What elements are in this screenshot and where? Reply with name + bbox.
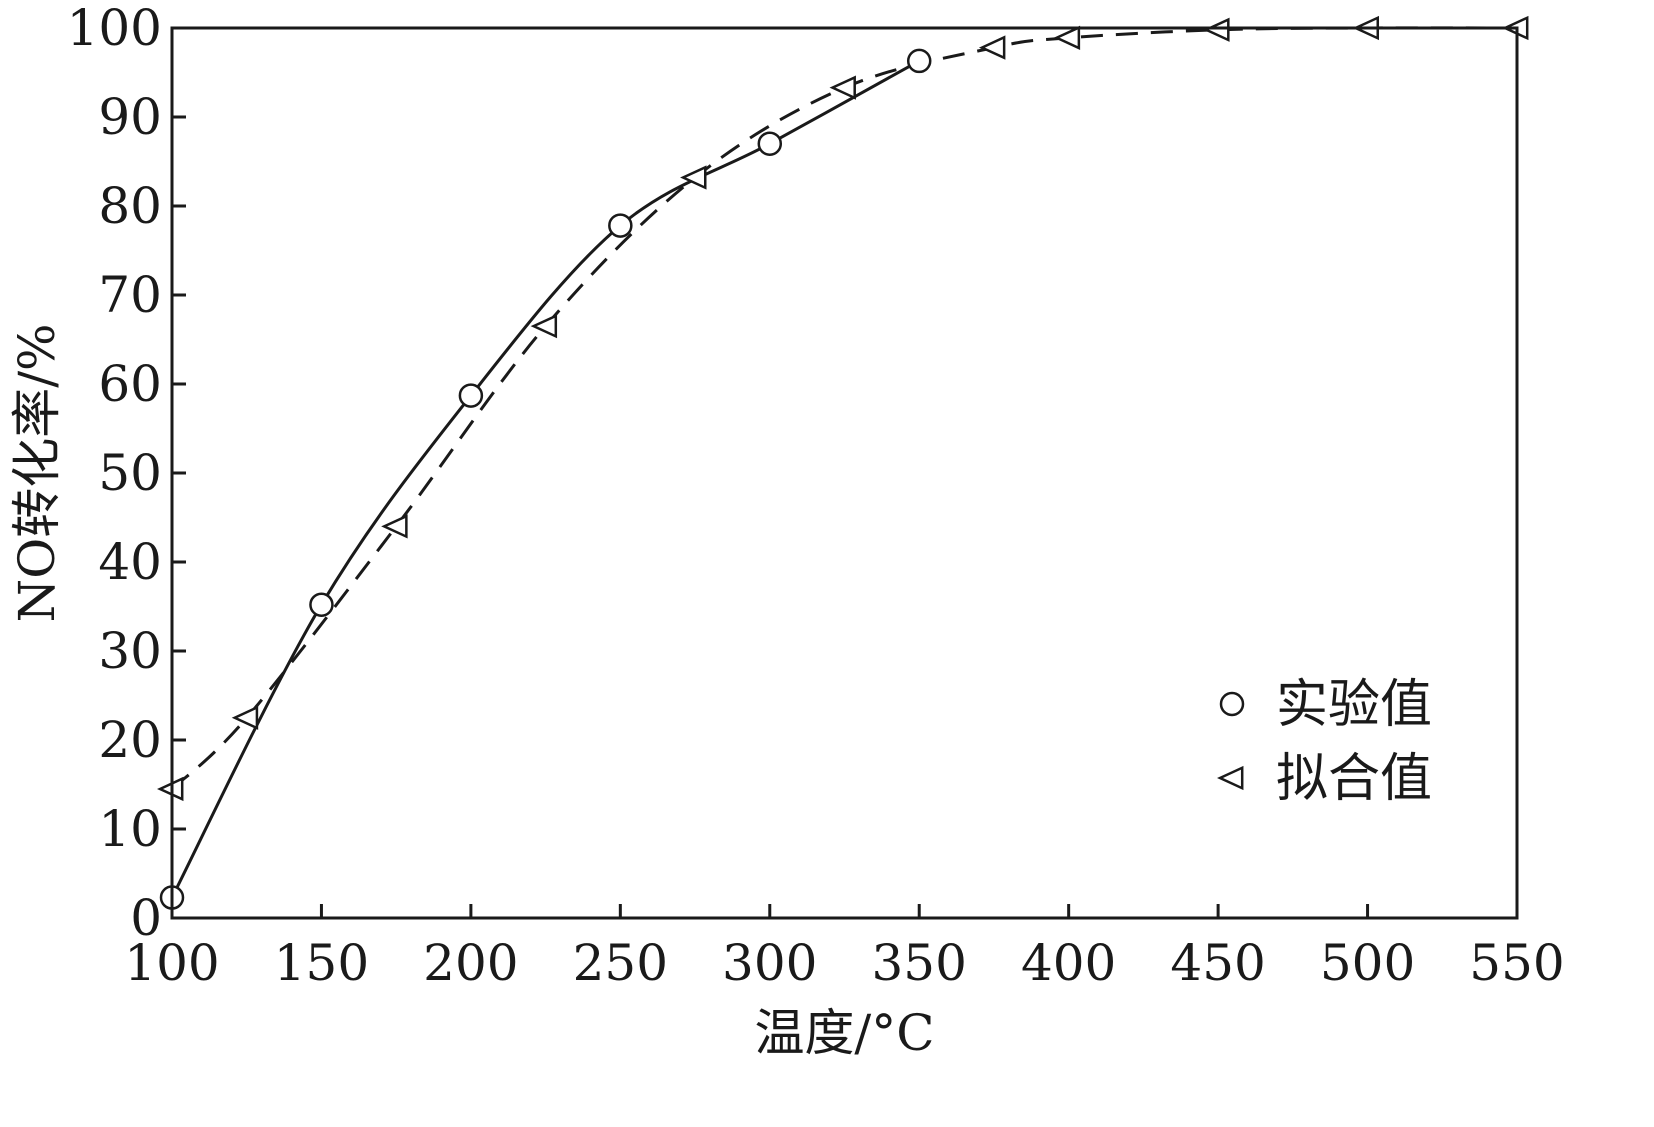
legend-label-experimental: 实验值 [1276,675,1432,735]
x-tick-label: 550 [1469,934,1564,992]
fitted-point [381,514,408,539]
fitted-point [829,75,856,100]
y-tick-label: 70 [98,266,162,324]
experimental-point [309,592,334,617]
x-tick-label: 200 [423,934,518,992]
x-axis-title: 温度/°C [754,1004,934,1062]
y-tick-label: 60 [98,355,162,413]
x-tick-label: 400 [1021,934,1116,992]
fitted-point [1053,25,1081,50]
y-tick-label: 10 [98,800,162,858]
y-axis-title: NO转化率/% [8,323,66,622]
legend-marker-experimental [1219,691,1245,717]
x-tick-label: 450 [1170,934,1265,992]
axis-ticks [170,26,1519,920]
legend-circle-icon [1219,691,1245,717]
x-tick-label: 150 [274,934,369,992]
y-tick-label: 80 [98,177,162,235]
y-tick-label: 40 [98,533,162,591]
y-tick-label: 30 [98,622,162,680]
legend-triangle-icon [1217,765,1244,791]
experimental-point [608,213,633,238]
experimental-point [458,383,484,408]
y-tick-label: 50 [98,444,162,502]
experimental-point [906,48,932,74]
y-tick-label: 20 [98,711,162,769]
fitted-point [231,705,259,730]
legend: 实验值 拟合值 [1217,675,1432,809]
legend-marker-fitted [1217,765,1244,791]
fitted-point [680,165,707,190]
x-tick-label: 300 [722,934,817,992]
y-tick-label: 100 [67,0,162,57]
fitted-point [1203,17,1230,42]
experimental-series-line [170,59,920,899]
experimental-point [757,131,783,156]
fitted-point [530,314,558,339]
y-tick-label: 90 [98,88,162,146]
fitted-point [978,35,1006,60]
x-tick-label: 250 [573,934,668,992]
x-tick-label: 350 [872,934,967,992]
y-tick-labels: 0 10 20 30 40 50 60 70 80 90 100 [67,0,162,947]
x-tick-label: 500 [1320,934,1415,992]
legend-label-fitted: 拟合值 [1276,749,1432,809]
x-tick-label: 100 [124,934,219,992]
y-tick-label: 0 [130,889,162,947]
x-tick-labels: 100 150 200 250 300 350 400 450 500 550 [124,934,1564,992]
